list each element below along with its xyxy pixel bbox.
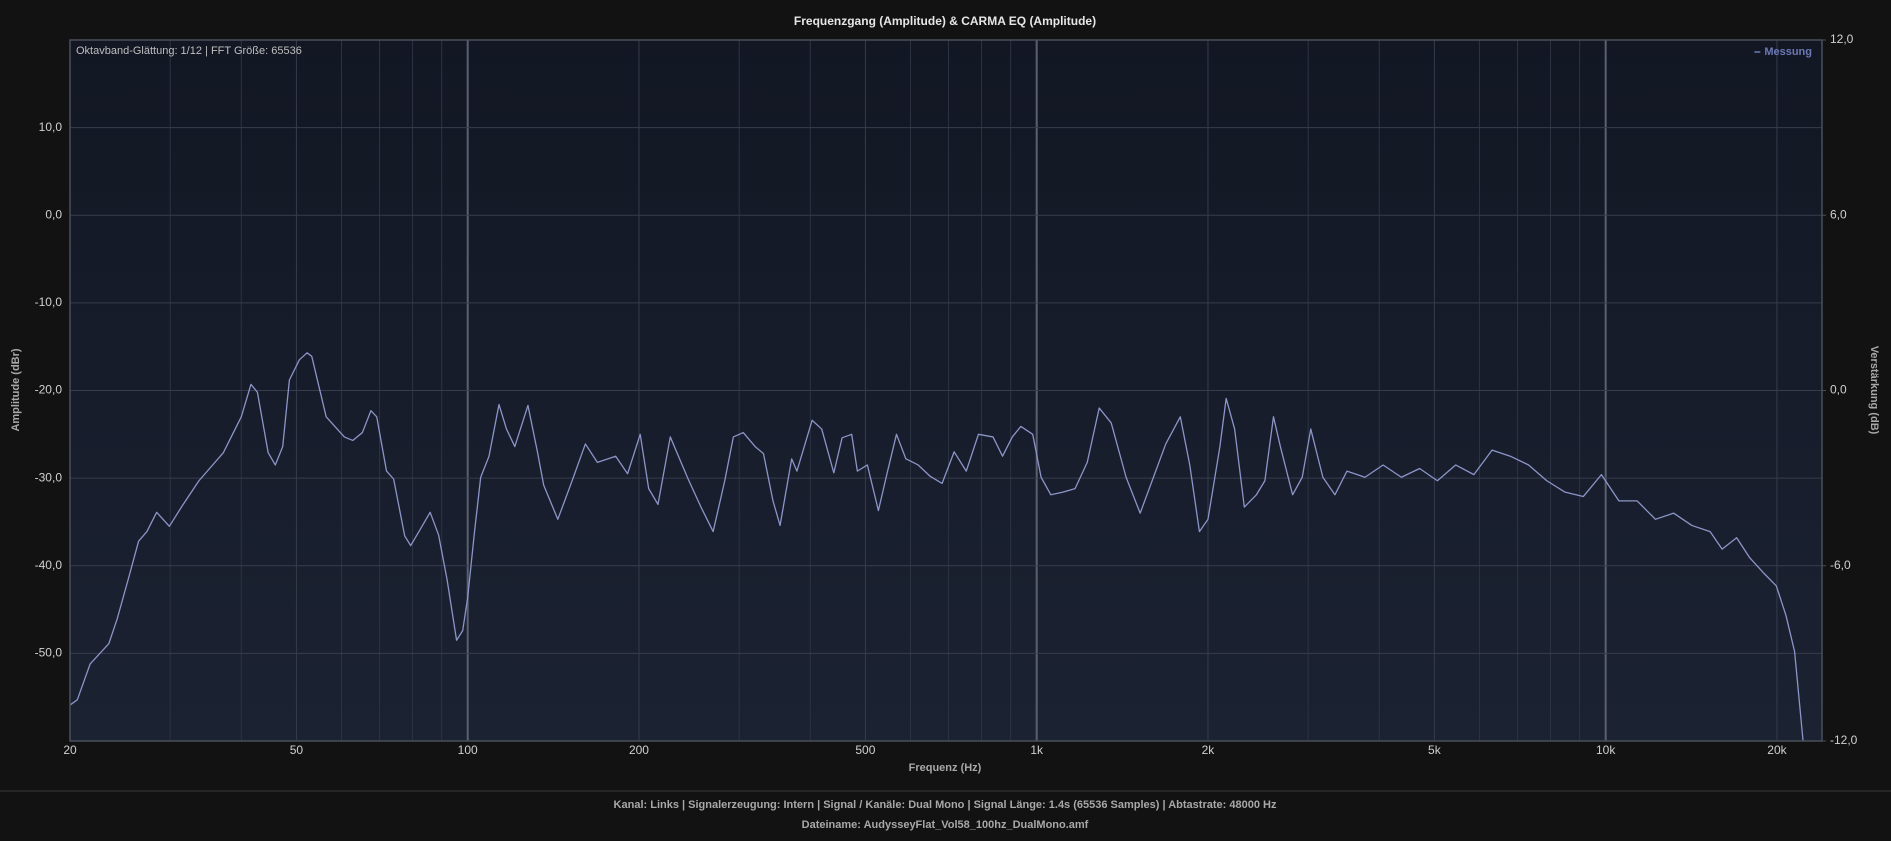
x-tick-label: 1k [1030,743,1044,757]
y2-axis-label: Verstärkung (dB) [1868,346,1880,435]
chart-title: Frequenzgang (Amplitude) & CARMA EQ (Amp… [794,14,1096,28]
marks [69,352,1804,742]
x-tick-label: 200 [629,743,649,757]
x-tick-label: 5k [1428,743,1442,757]
x-tick-label: 500 [855,743,875,757]
y-tick-label: -10,0 [35,295,63,309]
y-tick-label: 10,0 [39,120,63,134]
series-line [69,352,1804,742]
y-tick-label: -40,0 [35,558,63,572]
x-tick-label: 2k [1202,743,1216,757]
x-tick-label: 20k [1767,743,1787,757]
y-axis-label: Amplitude (dBr) [10,348,22,431]
footer-file: Dateiname: AudysseyFlat_Vol58_100hz_Dual… [802,819,1089,831]
y2-tick-label: -12,0 [1830,733,1858,747]
legend-label: Messung [1764,46,1812,58]
y-tick-label: -30,0 [35,470,63,484]
x-axis-label: Frequenz (Hz) [909,762,982,774]
annotation: Oktavband-Glättung: 1/12 | FFT Größe: 65… [76,45,302,57]
x-tick-label: 20 [63,743,77,757]
y-tick-label: -50,0 [35,646,63,660]
y2-tick-label: -6,0 [1830,558,1851,572]
y-tick-label: -20,0 [35,383,63,397]
y2-tick-label: 6,0 [1830,207,1847,221]
x-tick-label: 50 [290,743,304,757]
y2-tick-label: 12,0 [1830,32,1854,46]
footer-info: Kanal: Links | Signalerzeugung: Intern |… [614,799,1277,811]
x-tick-label: 10k [1596,743,1616,757]
y-tick-label: 0,0 [45,207,62,221]
x-tick-label: 100 [458,743,478,757]
y2-tick-label: 0,0 [1830,383,1847,397]
